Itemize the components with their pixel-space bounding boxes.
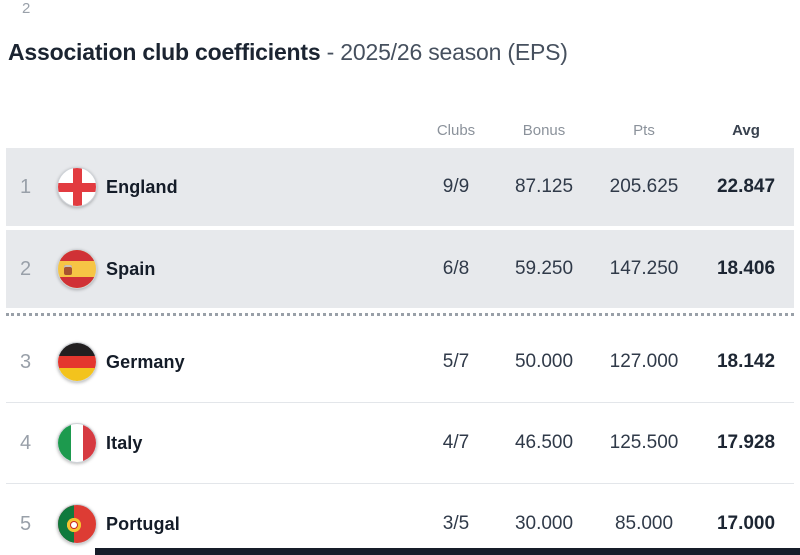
avg-value: 17.928	[716, 432, 776, 453]
table-header-row: Clubs Bonus Pts Avg	[6, 105, 794, 148]
avg-value: 22.847	[716, 176, 776, 197]
clubs-value: 4/7	[442, 432, 470, 453]
clubs-value: 9/9	[442, 176, 470, 197]
header-clubs: Clubs	[436, 122, 476, 139]
rank-value: 1	[19, 175, 32, 198]
clubs-value: 6/8	[442, 258, 470, 279]
bonus-value: 87.125	[514, 176, 574, 197]
pts-value: 205.625	[609, 176, 679, 197]
avg-value: 17.000	[716, 513, 776, 534]
bonus-value: 50.000	[514, 351, 574, 372]
stray-partial-rank-text: 2	[22, 0, 31, 17]
avg-value: 18.406	[716, 258, 776, 279]
page-title-season-suffix: - 2025/26 season (EPS)	[320, 39, 568, 65]
clubs-value: 5/7	[442, 351, 470, 372]
bonus-value: 46.500	[514, 432, 574, 453]
portugal-flag-icon	[57, 504, 97, 544]
table-row-germany[interactable]: 3 Germany 5/7 50.000 127.000 18.142	[6, 322, 794, 403]
germany-flag-icon	[57, 342, 97, 382]
rank-value: 2	[19, 257, 32, 280]
table-row-england[interactable]: 1 England 9/9 87.125 205.625 22.847	[6, 148, 794, 226]
table-row-spain[interactable]: 2 Spain 6/8 59.250 147.250 18.406	[6, 230, 794, 308]
england-flag-icon	[57, 167, 97, 207]
header-pts: Pts	[633, 122, 655, 139]
country-name: Spain	[106, 258, 156, 279]
pts-value: 127.000	[609, 351, 679, 372]
table-row-italy[interactable]: 4 Italy 4/7 46.500 125.500 17.928	[6, 403, 794, 484]
page-title-main: Association club coefficients	[8, 39, 321, 65]
country-name: Germany	[106, 351, 185, 372]
bonus-value: 30.000	[514, 513, 574, 534]
country-name: England	[106, 176, 178, 197]
coefficients-table: Clubs Bonus Pts Avg 1 England 9/9 87.125…	[6, 105, 794, 555]
clubs-value: 3/5	[442, 513, 470, 534]
country-name: Portugal	[106, 513, 180, 534]
avg-value: 18.142	[716, 351, 776, 372]
pts-value: 125.500	[609, 432, 679, 453]
table-row-portugal[interactable]: 5 Portugal 3/5 30.000 85.000 17.000	[6, 484, 794, 555]
header-bonus: Bonus	[522, 122, 566, 139]
partial-next-section-bar	[95, 548, 800, 555]
country-name: Italy	[106, 432, 143, 453]
rank-value: 3	[19, 350, 32, 373]
pts-value: 85.000	[614, 513, 674, 534]
spain-flag-icon	[57, 249, 97, 289]
rank-value: 5	[19, 512, 32, 535]
page-title: Association club coefficients - 2025/26 …	[8, 39, 568, 66]
qualification-cutoff-divider	[6, 313, 794, 316]
bonus-value: 59.250	[514, 258, 574, 279]
pts-value: 147.250	[609, 258, 679, 279]
rank-value: 4	[19, 431, 32, 454]
header-avg: Avg	[732, 122, 760, 139]
italy-flag-icon	[57, 423, 97, 463]
